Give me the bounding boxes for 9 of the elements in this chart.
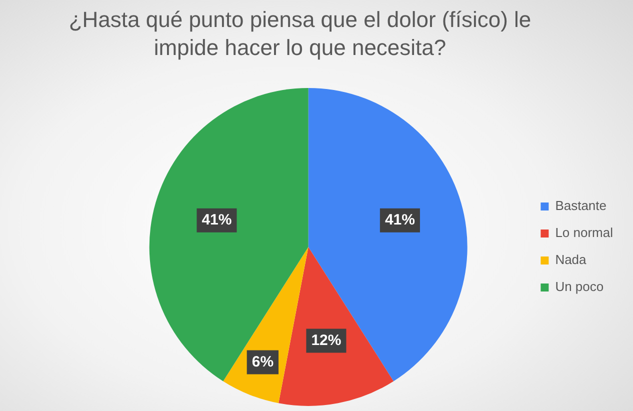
legend-label: Un poco bbox=[555, 279, 604, 294]
legend-label: Bastante bbox=[555, 198, 607, 214]
legend-label: Lo normal bbox=[555, 225, 614, 240]
chart-title: ¿Hasta qué punto piensa que el dolor (físico) le impide hacer lo que necesita? bbox=[68, 6, 532, 62]
data-label: 12% bbox=[311, 332, 342, 349]
data-label: 41% bbox=[384, 212, 415, 229]
data-label: 41% bbox=[202, 212, 232, 229]
data-label: 6% bbox=[252, 353, 274, 370]
legend-label: Nada bbox=[555, 252, 588, 268]
